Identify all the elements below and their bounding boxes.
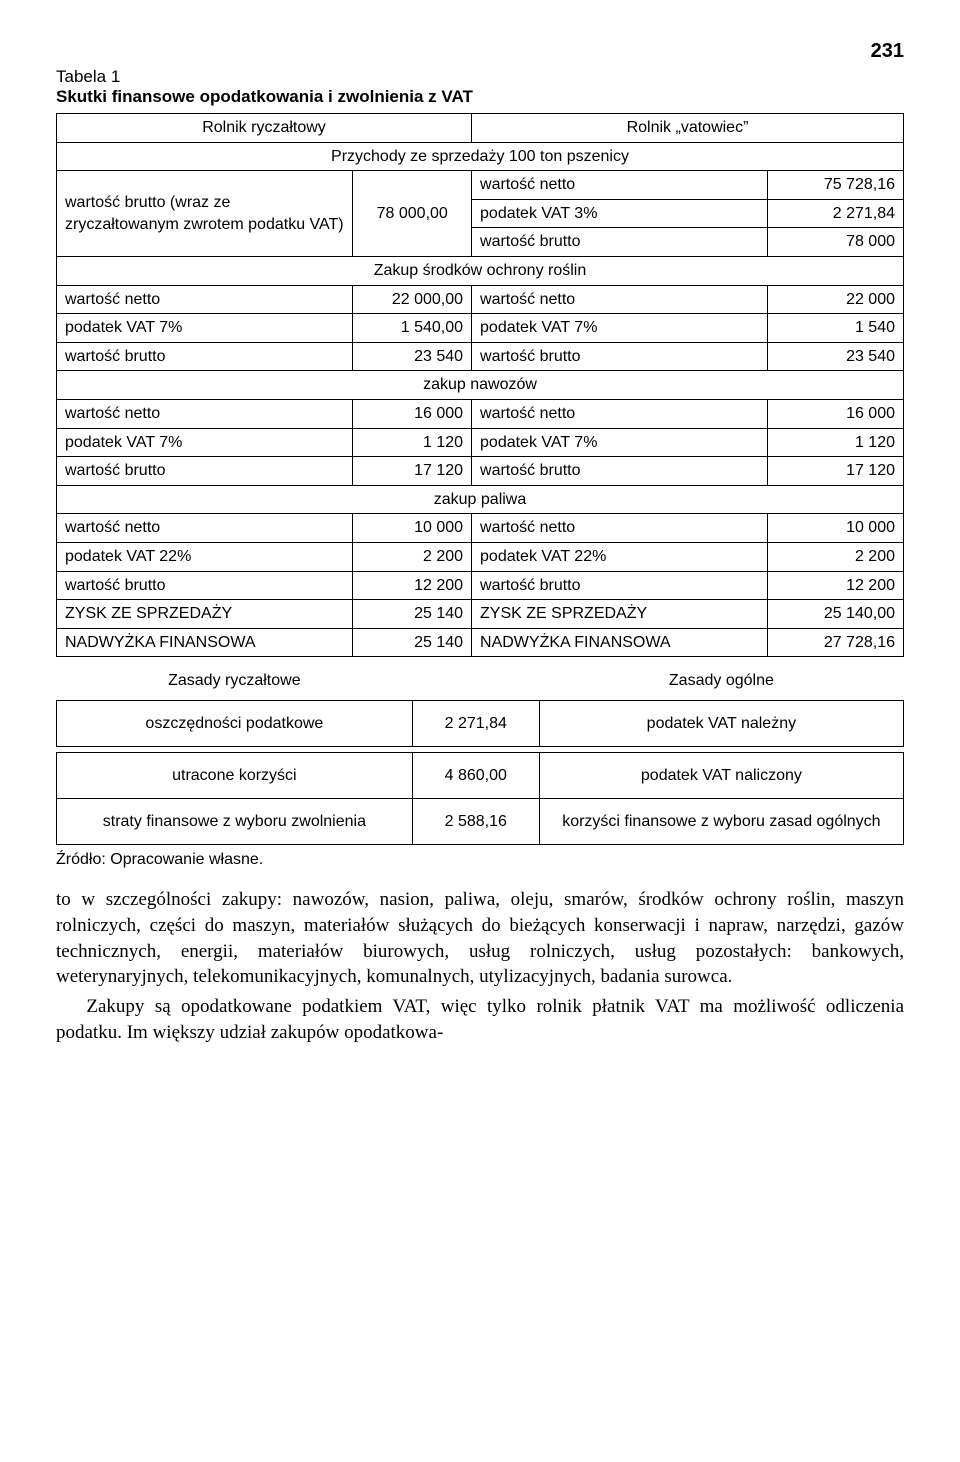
para-1: to w szczególności zakupy: nawozów, nasi… <box>56 887 904 990</box>
table-title: Skutki finansowe opodatkowania i zwolnie… <box>56 87 904 107</box>
naw-r1-rl: wartość netto <box>472 399 768 428</box>
zysk-rl: ZYSK ZE SPRZEDAŻY <box>472 600 768 629</box>
table-label: Tabela 1 <box>56 67 904 87</box>
zysk-rv: 25 140,00 <box>768 600 904 629</box>
och-r3-lv: 23 540 <box>353 342 472 371</box>
pal-r2-rv: 2 200 <box>768 542 904 571</box>
och-r2-lv: 1 540,00 <box>353 314 472 343</box>
rev-r2-v: 2 271,84 <box>768 199 904 228</box>
section-paliwa: zakup paliwa <box>57 485 904 514</box>
source-line: Źródło: Opracowanie własne. <box>56 851 904 869</box>
naw-r1-lv: 16 000 <box>353 399 472 428</box>
header-left: Rolnik ryczałtowy <box>57 114 472 143</box>
naw-r3-rl: wartość brutto <box>472 457 768 486</box>
och-r3-rl: wartość brutto <box>472 342 768 371</box>
header-right: Rolnik „vatowiec” <box>472 114 904 143</box>
och-r3-rv: 23 540 <box>768 342 904 371</box>
pal-r2-rl: podatek VAT 22% <box>472 542 768 571</box>
och-r2-rv: 1 540 <box>768 314 904 343</box>
och-r1-rl: wartość netto <box>472 285 768 314</box>
sum-r1-v: 2 271,84 <box>412 701 539 747</box>
och-r1-ll: wartość netto <box>57 285 353 314</box>
page-number: 231 <box>56 40 904 63</box>
para-2: Zakupy są opodatkowane podatkiem VAT, wi… <box>56 994 904 1045</box>
sum-r3-l: straty finansowe z wyboru zwolnienia <box>57 799 413 845</box>
naw-r2-rv: 1 120 <box>768 428 904 457</box>
pal-r1-rv: 10 000 <box>768 514 904 543</box>
naw-r3-ll: wartość brutto <box>57 457 353 486</box>
nad-rl: NADWYŻKA FINANSOWA <box>472 628 768 657</box>
section-ochrony: Zakup środków ochrony roślin <box>57 256 904 285</box>
nad-lv: 25 140 <box>353 628 472 657</box>
nad-rv: 27 728,16 <box>768 628 904 657</box>
pal-r1-rl: wartość netto <box>472 514 768 543</box>
naw-r2-ll: podatek VAT 7% <box>57 428 353 457</box>
naw-r1-rv: 16 000 <box>768 399 904 428</box>
zysk-ll: ZYSK ZE SPRZEDAŻY <box>57 600 353 629</box>
zasady-l: Zasady ryczałtowe <box>57 667 413 695</box>
pal-r3-rv: 12 200 <box>768 571 904 600</box>
sum-r2-l: utracone korzyści <box>57 753 413 799</box>
sum-r2-r: podatek VAT naliczony <box>539 753 903 799</box>
pal-r2-ll: podatek VAT 22% <box>57 542 353 571</box>
och-r3-ll: wartość brutto <box>57 342 353 371</box>
pal-r1-ll: wartość netto <box>57 514 353 543</box>
och-r2-rl: podatek VAT 7% <box>472 314 768 343</box>
sum-r3-r: korzyści finansowe z wyboru zasad ogólny… <box>539 799 903 845</box>
och-r2-ll: podatek VAT 7% <box>57 314 353 343</box>
rev-r3-l: wartość brutto <box>472 228 768 257</box>
pal-r1-lv: 10 000 <box>353 514 472 543</box>
pal-r2-lv: 2 200 <box>353 542 472 571</box>
sum-r1-r: podatek VAT należny <box>539 701 903 747</box>
och-r1-lv: 22 000,00 <box>353 285 472 314</box>
rev-left-val: 78 000,00 <box>353 171 472 257</box>
och-r1-rv: 22 000 <box>768 285 904 314</box>
naw-r3-lv: 17 120 <box>353 457 472 486</box>
sum-r3-v: 2 588,16 <box>412 799 539 845</box>
section-nawozow: zakup nawozów <box>57 371 904 400</box>
zasady-r: Zasady ogólne <box>539 667 903 695</box>
pal-r3-rl: wartość brutto <box>472 571 768 600</box>
naw-r2-rl: podatek VAT 7% <box>472 428 768 457</box>
pal-r3-ll: wartość brutto <box>57 571 353 600</box>
section-revenue: Przychody ze sprzedaży 100 ton pszenicy <box>57 142 904 171</box>
main-table: Rolnik ryczałtowy Rolnik „vatowiec” Przy… <box>56 113 904 657</box>
rev-r1-v: 75 728,16 <box>768 171 904 200</box>
gap-1 <box>412 667 539 695</box>
rev-r2-l: podatek VAT 3% <box>472 199 768 228</box>
rev-r1-l: wartość netto <box>472 171 768 200</box>
sum-r1-l: oszczędności podatkowe <box>57 701 413 747</box>
zysk-lv: 25 140 <box>353 600 472 629</box>
rev-left-label: wartość brutto (wraz ze zryczałtowanym z… <box>57 171 353 257</box>
summary-table: Zasady ryczałtowe Zasady ogólne oszczędn… <box>56 667 904 845</box>
naw-r3-rv: 17 120 <box>768 457 904 486</box>
pal-r3-lv: 12 200 <box>353 571 472 600</box>
rev-r3-v: 78 000 <box>768 228 904 257</box>
naw-r1-ll: wartość netto <box>57 399 353 428</box>
sum-r2-v: 4 860,00 <box>412 753 539 799</box>
body-text: to w szczególności zakupy: nawozów, nasi… <box>56 887 904 1045</box>
naw-r2-lv: 1 120 <box>353 428 472 457</box>
nad-ll: NADWYŻKA FINANSOWA <box>57 628 353 657</box>
